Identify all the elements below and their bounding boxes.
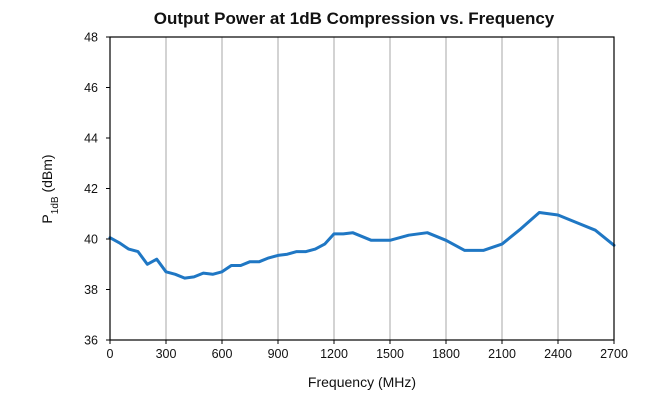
y-tick-label: 36: [84, 334, 98, 348]
x-tick-label: 0: [107, 347, 114, 361]
x-axis-label: Frequency (MHz): [308, 374, 416, 390]
x-tick-label: 2100: [488, 347, 516, 361]
y-tick-label: 46: [84, 81, 98, 95]
y-tick-label: 38: [84, 283, 98, 297]
y-tick-label: 48: [84, 31, 98, 45]
y-tick-label: 40: [84, 233, 98, 247]
y-axis-label-sub: 1dB: [50, 196, 61, 214]
x-tick-labels: 0 300 600 900 1200 1500 1800 2100 2400 2700: [107, 340, 628, 361]
x-tick-label: 1200: [320, 347, 348, 361]
x-tick-label: 300: [156, 347, 177, 361]
x-tick-label: 1500: [376, 347, 404, 361]
y-tick-label: 44: [84, 132, 98, 146]
y-axis-label-main: P: [39, 214, 55, 223]
grid-lines: [165, 37, 559, 340]
series-line: [108, 211, 616, 280]
chart-title: Output Power at 1dB Compression vs. Freq…: [154, 9, 555, 28]
x-tick-label: 900: [268, 347, 289, 361]
y-axis-label-unit: (dBm): [39, 154, 55, 196]
y-tick-label: 42: [84, 182, 98, 196]
x-tick-label: 2700: [600, 347, 628, 361]
x-tick-label: 600: [212, 347, 233, 361]
x-tick-label: 1800: [432, 347, 460, 361]
plot-frame: [109, 36, 615, 341]
y-tick-labels: 36 38 40 42 44 46 48: [84, 31, 110, 348]
x-tick-label: 2400: [544, 347, 572, 361]
y-axis-label: P1dB (dBm): [39, 154, 61, 223]
